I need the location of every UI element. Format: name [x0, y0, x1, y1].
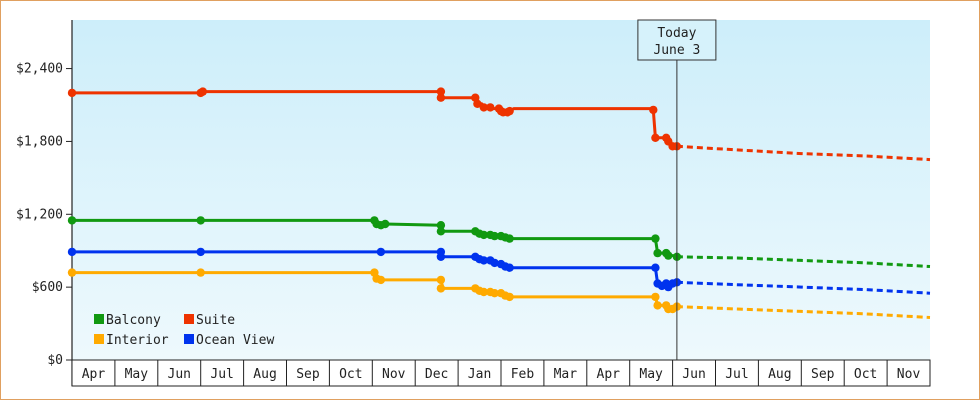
y-tick-label: $600 — [32, 280, 63, 295]
x-tick-label: Sep — [811, 367, 835, 382]
data-point-interior — [490, 289, 499, 298]
series-forecast-balcony — [676, 255, 931, 268]
data-point-balcony — [651, 234, 660, 243]
data-point-ocean-view — [196, 247, 205, 257]
x-tick-label: Nov — [897, 367, 921, 382]
y-tick-label: $1,200 — [16, 207, 63, 222]
x-tick-label: Jun — [682, 367, 705, 382]
today-label: Today — [657, 26, 696, 41]
data-point-suite — [198, 87, 207, 96]
axes: $0 $600 $1,200 $1,800 $2,400 Apr May Jun Jul Aug S… — [16, 20, 931, 387]
data-point-balcony — [490, 231, 499, 241]
legend-swatch-balcony — [94, 314, 104, 324]
series-interior — [67, 268, 931, 319]
data-point-interior — [436, 284, 446, 293]
data-point-suite — [649, 105, 658, 115]
y-tick-label: $2,400 — [16, 62, 63, 77]
data-point-ocean-view — [436, 252, 446, 261]
data-point-interior — [196, 268, 205, 277]
data-point-ocean-view — [490, 258, 499, 268]
plot-area — [72, 20, 930, 360]
data-point-balcony — [436, 221, 446, 230]
data-point-balcony — [67, 216, 77, 225]
data-point-interior — [376, 275, 386, 285]
x-tick-label: Apr — [82, 367, 106, 382]
data-point-suite — [67, 88, 77, 98]
x-tick-label: Sep — [296, 367, 320, 382]
x-tick-label: Aug — [253, 367, 276, 382]
x-tick-label: Jul — [210, 367, 233, 382]
x-tick-label: Oct — [854, 367, 877, 382]
x-tick-label: Feb — [511, 367, 535, 382]
x-tick-label: Mar — [554, 367, 578, 382]
data-point-balcony — [196, 216, 205, 225]
data-point-interior — [651, 292, 660, 302]
legend-swatch-suite — [184, 314, 194, 324]
x-tick-label: Nov — [382, 367, 406, 382]
data-point-interior — [653, 301, 662, 310]
x-tick-label: Jan — [468, 367, 491, 382]
x-tick-label: May — [125, 367, 149, 382]
today-marker: Today June 3 — [637, 19, 717, 360]
x-tick-label: Oct — [339, 367, 362, 382]
data-point-ocean-view — [651, 263, 660, 272]
series-suite — [67, 87, 931, 162]
x-tick-label: Jun — [168, 367, 191, 382]
today-box — [637, 19, 717, 61]
data-point-balcony — [505, 234, 514, 243]
data-point-balcony — [381, 219, 390, 229]
data-point-balcony — [664, 251, 673, 260]
series-balcony — [67, 216, 931, 268]
data-point-interior — [67, 268, 77, 277]
legend-label-interior: Interior — [106, 333, 169, 348]
data-point-interior — [505, 292, 514, 302]
data-point-suite — [436, 93, 446, 102]
data-point-suite — [436, 87, 446, 96]
data-point-suite — [486, 103, 495, 112]
data-point-balcony — [479, 230, 488, 240]
y-tick-label: $1,800 — [16, 134, 63, 149]
data-point-ocean-view — [479, 256, 488, 265]
data-point-balcony — [436, 227, 446, 236]
data-point-interior — [436, 275, 446, 285]
data-point-suite — [651, 133, 660, 142]
x-tick-label: Dec — [425, 367, 448, 382]
x-tick-label: Aug — [768, 367, 791, 382]
x-tick-label: Jul — [725, 367, 748, 382]
data-point-ocean-view — [67, 247, 77, 257]
series-ocean-view — [67, 247, 931, 295]
data-point-suite — [479, 103, 488, 112]
legend: Balcony Suite Interior Ocean View — [94, 313, 274, 348]
x-tick-label: May — [639, 367, 663, 382]
data-point-interior — [479, 287, 488, 297]
data-point-ocean-view — [376, 247, 386, 257]
series-forecast-interior — [676, 305, 931, 319]
x-tick-label: Apr — [597, 367, 621, 382]
series-layer — [67, 87, 931, 319]
legend-label-suite: Suite — [196, 313, 235, 328]
legend-swatch-ocean-view — [184, 334, 194, 344]
series-forecast-ocean-view — [676, 280, 931, 295]
data-point-ocean-view — [505, 263, 514, 272]
legend-label-balcony: Balcony — [106, 313, 161, 328]
legend-label-ocean-view: Ocean View — [196, 333, 274, 348]
series-forecast-suite — [676, 144, 931, 162]
legend-swatch-interior — [94, 334, 104, 344]
data-point-suite — [505, 106, 514, 116]
data-point-suite — [473, 99, 482, 109]
y-tick-label: $0 — [47, 353, 63, 368]
data-point-balcony — [653, 248, 662, 258]
today-date: June 3 — [653, 43, 700, 58]
